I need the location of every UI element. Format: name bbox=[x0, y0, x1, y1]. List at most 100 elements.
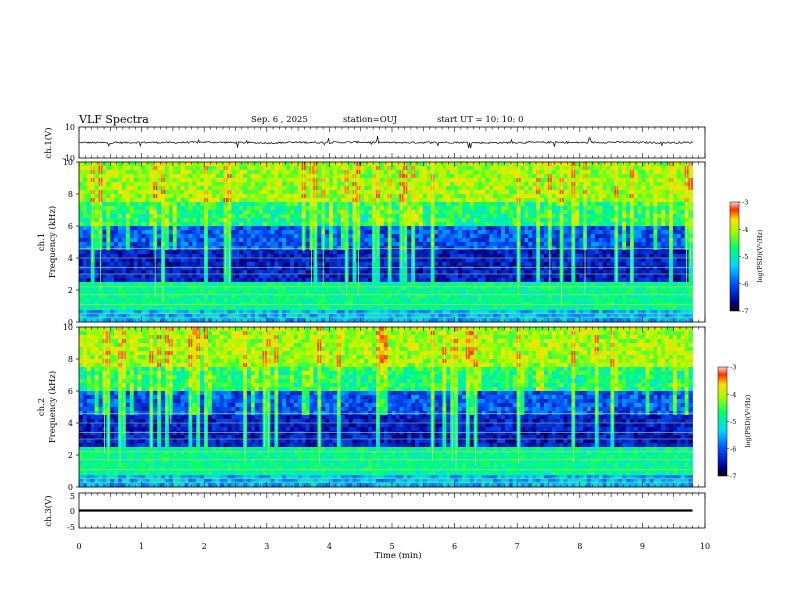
spectrogram-cell bbox=[274, 206, 279, 211]
spectrogram-cell bbox=[454, 214, 459, 219]
spectrogram-cell bbox=[340, 242, 346, 247]
spectrogram-cell bbox=[477, 206, 482, 211]
spectrogram-cell bbox=[231, 314, 236, 319]
spectrogram-cell bbox=[145, 306, 150, 311]
spectrogram-cell bbox=[79, 202, 84, 207]
spectrogram-cell bbox=[340, 282, 346, 287]
spectrogram-cell bbox=[493, 174, 498, 179]
spectrogram-cell bbox=[286, 318, 291, 323]
spectrogram-cell bbox=[254, 250, 260, 255]
spectrogram-cell bbox=[430, 306, 435, 311]
spectrogram-cell bbox=[512, 214, 518, 219]
spectrogram-cell bbox=[438, 222, 443, 227]
spectrogram-cell bbox=[121, 318, 127, 323]
spectrogram-cell bbox=[426, 314, 432, 319]
spectrogram-cell bbox=[411, 286, 416, 291]
spectrogram-cell bbox=[520, 234, 525, 239]
spectrogram-cell bbox=[497, 254, 502, 259]
spectrogram-cell bbox=[231, 278, 236, 283]
spectrogram-cell bbox=[235, 186, 240, 191]
spectrogram-cell bbox=[164, 242, 170, 247]
spectrogram-cell bbox=[383, 214, 389, 219]
spectrogram-cell bbox=[125, 190, 131, 195]
spectrogram-cell bbox=[102, 174, 107, 179]
spectrogram-cell bbox=[383, 218, 389, 223]
spectrogram-cell bbox=[207, 170, 213, 175]
spectrogram-cell bbox=[336, 166, 342, 171]
spectrogram-cell bbox=[368, 274, 373, 279]
spectrogram-cell bbox=[336, 262, 342, 267]
spectrogram-cell bbox=[180, 166, 185, 171]
spectrogram-cell bbox=[461, 290, 467, 295]
spectrogram-cell bbox=[477, 306, 482, 311]
spectrogram-cell bbox=[200, 222, 205, 227]
spectrogram-cell bbox=[520, 298, 525, 303]
spectrogram-cell bbox=[383, 206, 389, 211]
spectrogram-cell bbox=[501, 278, 506, 283]
spectrogram-cell bbox=[473, 290, 478, 295]
spectrogram-cell bbox=[532, 258, 537, 263]
spectrogram-cell bbox=[485, 310, 490, 315]
spectrogram-cell bbox=[508, 230, 514, 235]
spectrogram-cell bbox=[192, 174, 197, 179]
spectrogram-cell bbox=[477, 170, 482, 175]
spectrogram-cell bbox=[461, 318, 467, 323]
spectrogram-cell bbox=[528, 222, 533, 227]
spectrogram-cell bbox=[121, 238, 127, 243]
spectrogram-cell bbox=[458, 238, 463, 243]
spectrogram-cell bbox=[235, 226, 240, 231]
spectrogram-cell bbox=[442, 206, 447, 211]
spectrogram-cell bbox=[415, 222, 420, 227]
spectrogram-cell bbox=[211, 290, 217, 295]
spectrogram-cell bbox=[133, 274, 139, 279]
spectrogram-cell bbox=[290, 226, 295, 231]
spectrogram-cell bbox=[172, 174, 178, 179]
spectrogram-cell bbox=[434, 318, 439, 323]
spectrogram-cell bbox=[247, 218, 252, 223]
spectrogram-cell bbox=[555, 278, 561, 283]
spectrogram-cell bbox=[301, 262, 307, 267]
spectrogram-cell bbox=[192, 182, 197, 187]
spectrogram-cell bbox=[164, 318, 170, 323]
spectrogram-cell bbox=[469, 174, 475, 179]
spectrogram-cell bbox=[266, 190, 271, 195]
spectrogram-cell bbox=[461, 178, 467, 183]
spectrogram-cell bbox=[164, 178, 170, 183]
spectrogram-cell bbox=[426, 214, 432, 219]
spectrogram-cell bbox=[504, 306, 510, 311]
spectrogram-cell bbox=[415, 238, 420, 243]
spectrogram-cell bbox=[379, 274, 385, 279]
spectrogram-cell bbox=[434, 198, 439, 203]
spectrogram-cell bbox=[383, 186, 389, 191]
spectrogram-cell bbox=[137, 278, 142, 283]
spectrogram-cell bbox=[102, 250, 107, 255]
spectrogram-cell bbox=[290, 210, 295, 215]
spectrogram-cell bbox=[121, 218, 127, 223]
spectrogram-cell bbox=[286, 210, 291, 215]
spectrogram-cell bbox=[422, 230, 428, 235]
spectrogram-cell bbox=[325, 226, 330, 231]
spectrogram-cell bbox=[235, 230, 240, 235]
spectrogram-cell bbox=[258, 162, 264, 167]
spectrogram-cell bbox=[133, 234, 139, 239]
spectrogram-cell bbox=[176, 258, 181, 263]
spectrogram-cell bbox=[540, 278, 545, 283]
spectrogram-cell bbox=[102, 178, 107, 183]
spectrogram-cell bbox=[563, 230, 568, 235]
spectrogram-cell bbox=[79, 186, 84, 191]
spectrogram-cell bbox=[481, 166, 486, 171]
spectrogram-cell bbox=[336, 198, 342, 203]
spectrogram-cell bbox=[524, 286, 529, 291]
spectrogram-cell bbox=[149, 206, 154, 211]
spectrogram-cell bbox=[551, 258, 557, 263]
spectrogram-cell bbox=[528, 310, 533, 315]
spectrogram-cell bbox=[501, 190, 506, 195]
spectrogram-cell bbox=[501, 310, 506, 315]
spectrogram-cell bbox=[168, 174, 174, 179]
spectrogram-cell bbox=[184, 162, 189, 167]
spectrogram-cell bbox=[176, 270, 181, 275]
spectrogram-cell bbox=[543, 262, 549, 267]
spectrogram-cell bbox=[168, 226, 174, 231]
spectrogram-cell bbox=[297, 174, 303, 179]
spectrogram-cell bbox=[254, 230, 260, 235]
